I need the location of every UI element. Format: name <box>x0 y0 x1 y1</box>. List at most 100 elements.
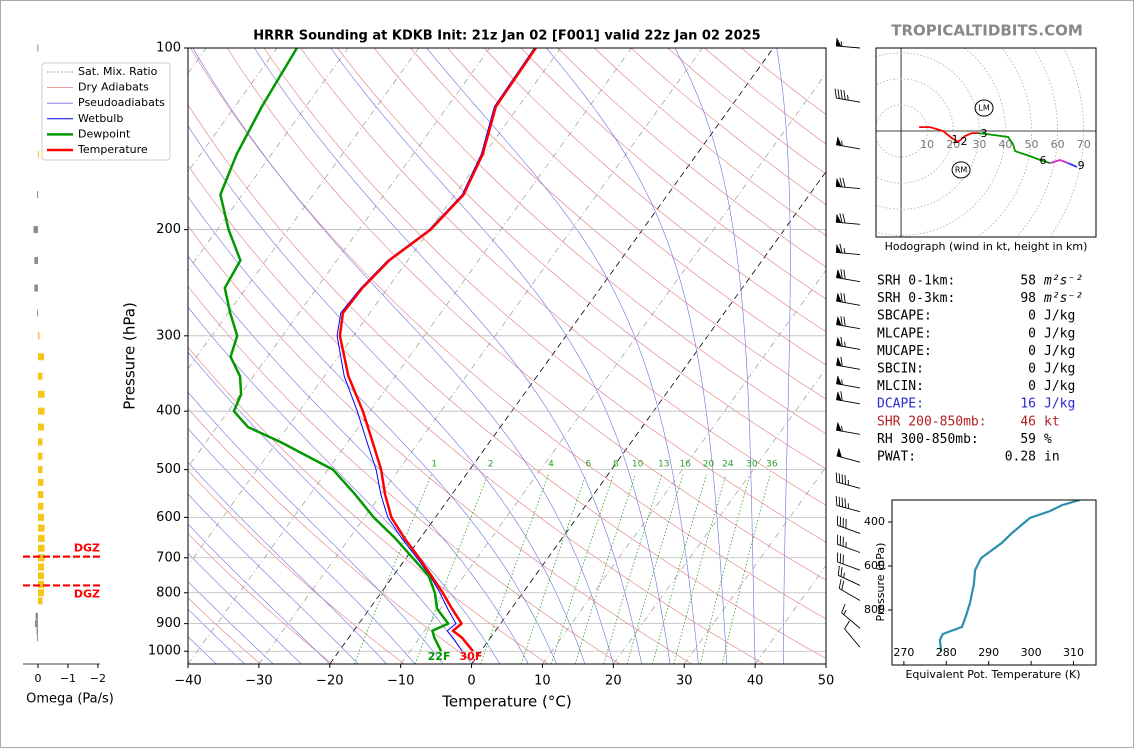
pseudoadiabat <box>188 523 331 664</box>
wind-barb-flag <box>835 177 842 188</box>
dry-adiabat <box>410 48 826 400</box>
theta-x-label: Equivalent Pot. Temperature (K) <box>905 668 1080 681</box>
isotherm <box>400 72 826 664</box>
index-value: 0 <box>1028 326 1036 341</box>
dry-adiabat <box>447 48 826 366</box>
storm-motion-marker <box>974 99 994 117</box>
plot-frame <box>187 47 827 665</box>
omega-bar <box>37 524 45 532</box>
wind-barb <box>838 579 861 601</box>
wind-barb <box>835 177 861 189</box>
y-tick-label: 900 <box>156 616 181 631</box>
surface-label: 30F <box>460 650 483 663</box>
pseudoadiabat <box>776 48 791 664</box>
wind-barb-staff <box>836 534 861 553</box>
isotherm <box>683 466 826 664</box>
omega-bar <box>37 150 39 158</box>
hodo-ring <box>1015 48 1058 237</box>
index-unit: J/kg <box>1044 379 1075 394</box>
omega-tick-label: −1 <box>60 672 76 685</box>
omega-bar <box>34 256 38 264</box>
index-label: MUCAPE: <box>877 344 932 359</box>
theta-e-line <box>938 500 1081 653</box>
index-label: SHR 200-850mb: <box>877 414 987 429</box>
mixing-ratio-line <box>480 474 549 664</box>
pseudoadiabat <box>330 48 671 664</box>
wind-barb-staff <box>844 620 861 648</box>
dry-adiabat <box>188 533 333 664</box>
wind-barb <box>836 135 861 150</box>
index-label: SBCIN: <box>877 362 924 377</box>
hodo-ring <box>1049 48 1085 237</box>
index-unit: m²s⁻² <box>1043 291 1083 306</box>
legend-label: Sat. Mix. Ratio <box>78 65 158 78</box>
index-value: 0 <box>1028 379 1036 394</box>
isotherm <box>188 48 420 370</box>
hodo-ring <box>976 48 1032 237</box>
index-unit: J/kg <box>1044 397 1075 412</box>
index-unit: J/kg <box>1044 362 1075 377</box>
wind-barb <box>835 213 861 225</box>
index-unit: J/kg <box>1044 309 1075 324</box>
omega-bar <box>37 580 44 588</box>
pseudoadiabat <box>188 428 416 664</box>
mixing-ratio-label: 8 <box>613 460 619 470</box>
index-label: SRH 0-1km: <box>877 274 955 289</box>
pseudoadiabat <box>188 125 586 664</box>
hodo-ring-label: 40 <box>998 138 1012 151</box>
x-tick-label: 0 <box>467 674 475 689</box>
index-value: 59 <box>1020 432 1036 447</box>
index-label: MLCAPE: <box>877 326 932 341</box>
x-tick-label: −30 <box>245 674 272 689</box>
omega-bar <box>35 612 38 620</box>
y-tick-label: 700 <box>156 550 181 565</box>
wind-barb <box>836 268 861 283</box>
hodo-ring <box>876 78 954 184</box>
hodo-ring-label: 50 <box>1025 138 1039 151</box>
omega-axis-label: Omega (Pa/s) <box>26 692 114 707</box>
theta-y-label: Pressure (hPa) <box>874 543 887 622</box>
mixing-ratio-label: 4 <box>548 460 554 470</box>
index-unit: m²s⁻² <box>1043 274 1083 289</box>
omega-bar <box>37 423 44 431</box>
omega-bar <box>37 191 39 199</box>
dry-adiabat <box>226 48 826 581</box>
wind-barb-staff <box>837 565 861 586</box>
mixing-ratio-label: 24 <box>722 460 734 470</box>
omega-tick-label: 0 <box>34 672 41 685</box>
index-value: 16 <box>1020 397 1036 412</box>
height-label: 3 <box>981 127 988 140</box>
dry-adiabat <box>300 48 826 506</box>
omega-bar <box>34 284 38 292</box>
theta-y-tick-label: 600 <box>864 559 885 572</box>
mixing-ratio-line <box>603 474 663 664</box>
x-tick-label: 10 <box>534 674 551 689</box>
wind-barb <box>841 603 861 629</box>
height-label: 2 <box>960 135 967 148</box>
wind-barb <box>836 336 861 350</box>
dry-adiabat <box>188 225 692 664</box>
storm-motion-label: RM <box>955 165 968 174</box>
index-value: 0 <box>1028 344 1036 359</box>
theta-x-tick-label: 290 <box>978 646 999 659</box>
index-value: 46 <box>1020 414 1036 429</box>
omega-bar <box>37 634 39 642</box>
index-label: PWAT: <box>877 450 916 465</box>
mixing-ratio-label: 16 <box>679 460 691 470</box>
x-tick-label: 40 <box>747 674 764 689</box>
y-tick-label: 800 <box>156 585 181 600</box>
omega-bar <box>37 513 44 521</box>
index-value: 0 <box>1028 362 1036 377</box>
x-tick-label: −20 <box>316 674 343 689</box>
hodo-ring <box>876 52 980 210</box>
wind-barb <box>834 88 861 103</box>
pseudoadiabat <box>188 196 557 664</box>
omega-bar <box>37 438 43 446</box>
mixing-ratio-label: 2 <box>488 460 494 470</box>
index-unit: J/kg <box>1044 344 1075 359</box>
mixing-ratio-label: 13 <box>658 460 669 470</box>
index-label: DCAPE: <box>877 397 924 412</box>
